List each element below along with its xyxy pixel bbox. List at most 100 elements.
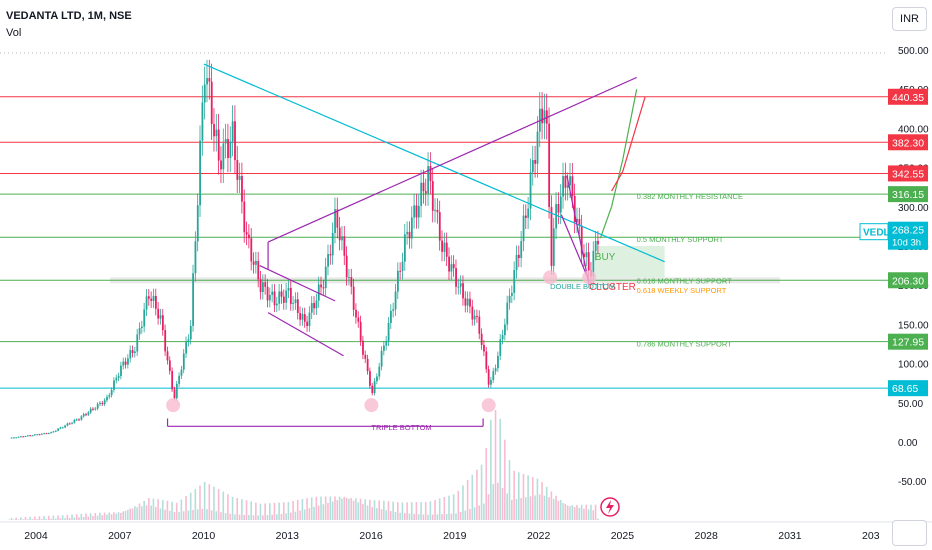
volume-bar [480, 464, 483, 520]
volume-bar [57, 515, 59, 520]
volume-bar [59, 518, 62, 520]
candle-body [50, 432, 53, 434]
candle-body [47, 433, 50, 435]
volume-bar [515, 498, 518, 520]
volume-bar [175, 502, 178, 520]
volume-bar [150, 505, 152, 520]
volume-bar [303, 509, 306, 520]
volume-bar [24, 517, 27, 520]
volume-bar [520, 498, 522, 520]
volume-bar [168, 510, 171, 520]
trend-line-1 [267, 76, 637, 243]
volume-bar [113, 512, 115, 520]
volume-bar [127, 509, 129, 520]
volume-bar [26, 519, 29, 520]
candle-body [390, 310, 392, 324]
candle-body [178, 375, 181, 384]
candle-body [473, 315, 476, 320]
volume-bar [40, 518, 43, 520]
candle-body [385, 340, 388, 346]
candle-body [294, 299, 297, 303]
candle-body [401, 261, 404, 271]
volume-bar [464, 510, 467, 520]
volume-bar [410, 502, 413, 520]
volume-bar [306, 498, 308, 520]
volume-bar [282, 502, 285, 520]
candle-body [329, 254, 332, 256]
candle-body [373, 381, 376, 393]
candle-body [122, 361, 125, 366]
volume-bar [185, 496, 187, 520]
candle-body [429, 166, 432, 182]
volume-bar [427, 514, 429, 520]
candle-body [234, 121, 236, 161]
volume-bar [378, 500, 380, 520]
volume-bar [438, 498, 441, 520]
volume-bar [538, 494, 541, 520]
volume-bar [15, 517, 17, 520]
candle-body [87, 412, 90, 415]
volume-bar [390, 511, 392, 520]
candle-body [192, 273, 195, 326]
lightning-icon[interactable] [600, 497, 620, 517]
candle-body [396, 270, 399, 292]
volume-bar [583, 508, 585, 520]
annotation-3: 0.618 MONTHLY SUPPORT [637, 277, 732, 286]
volume-bar [262, 515, 264, 520]
candle-body [592, 250, 595, 277]
candle-body [550, 207, 553, 266]
trend-line-8 [566, 175, 590, 286]
volume-bars [8, 410, 599, 520]
candle-body [68, 423, 71, 425]
volume-bar [343, 496, 346, 520]
volume-bar [385, 510, 387, 520]
volume-bar [543, 495, 546, 520]
candle-body [345, 255, 348, 278]
candle-body [403, 234, 406, 262]
candle-body [36, 434, 39, 436]
x-tick-label: 2028 [694, 530, 718, 542]
volume-bar [576, 505, 578, 520]
volume-bar [345, 497, 348, 520]
candle-body [264, 282, 267, 287]
candle-body [557, 204, 560, 213]
volume-bar [573, 507, 576, 520]
candle-body [262, 282, 264, 293]
candle-body [571, 176, 574, 196]
candle-body [117, 376, 120, 378]
candle-body [57, 428, 60, 431]
settings-button[interactable] [892, 520, 927, 546]
candle-body [110, 389, 113, 396]
volume-bar [380, 509, 383, 520]
candle-body [217, 129, 220, 161]
volume-bar [301, 499, 304, 520]
volume-bar [143, 500, 145, 520]
candle-body [82, 414, 85, 417]
volume-bar [154, 507, 157, 520]
time-axis[interactable]: 2004 2007 2010 2013 2016 2019 2022 2025 2028 2031… [0, 521, 932, 542]
candle-body [213, 124, 215, 137]
volume-bar [82, 516, 85, 520]
currency-button[interactable]: INR [892, 7, 927, 31]
volume-bar [324, 496, 327, 520]
candle-body [522, 215, 525, 242]
candle-body [359, 321, 362, 341]
candle-body [103, 400, 106, 405]
price-axis[interactable]: 500.00450.00400.00350.00300.00250.00200.… [888, 0, 932, 550]
volume-bar [557, 500, 560, 520]
candle-body [59, 427, 62, 429]
volume-bar [408, 513, 411, 520]
volume-bar [117, 512, 120, 520]
volume-bar [459, 512, 462, 520]
y-tick-label: -50.00 [898, 477, 927, 488]
volume-bar [452, 494, 455, 520]
volume-bar [138, 503, 141, 520]
candle-body [148, 296, 150, 299]
candle-body [476, 315, 478, 317]
volume-bar [145, 505, 148, 520]
bottom-circle-3 [543, 270, 558, 285]
volume-indicator-label[interactable]: Vol [6, 27, 22, 39]
volume-bar [17, 519, 20, 520]
